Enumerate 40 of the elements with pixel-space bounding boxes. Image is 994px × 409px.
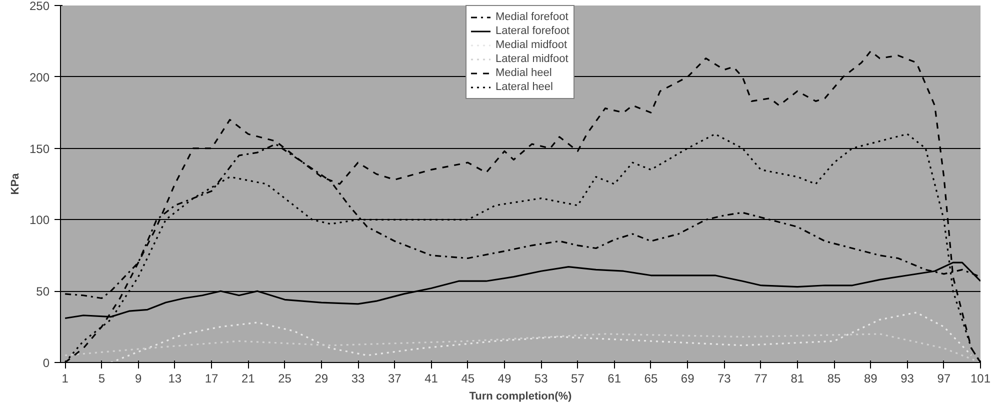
legend-label: Lateral midfoot (496, 52, 568, 66)
x-tick-label: 77 (754, 372, 768, 386)
y-tick-label: 100 (29, 213, 50, 228)
y-tick-label: 0 (42, 356, 50, 370)
y-tick-label: 250 (29, 0, 50, 13)
x-tick-label: 41 (424, 372, 438, 386)
x-tick-label: 37 (388, 372, 402, 386)
x-tick-label: 5 (98, 372, 106, 386)
x-tick-label: 101 (970, 372, 991, 386)
y-tick-label: 200 (29, 70, 50, 84)
y-tick-label: 50 (36, 284, 50, 299)
x-tick-label: 73 (718, 372, 732, 386)
x-tick-label: 29 (314, 372, 328, 386)
x-tick-label: 25 (278, 372, 292, 386)
x-tick-label: 61 (608, 372, 622, 386)
x-tick-label: 69 (680, 372, 695, 386)
x-tick-label: 17 (204, 372, 219, 386)
legend-label: Lateral heel (496, 80, 553, 94)
legend-label: Medial forefoot (496, 10, 568, 24)
x-tick-label: 85 (827, 372, 842, 386)
y-axis-title: KPa (9, 172, 22, 195)
legend-label: Medial heel (496, 66, 552, 80)
x-tick-label: 53 (534, 372, 548, 386)
y-tick-label: 150 (29, 142, 50, 156)
x-tick-label: 33 (351, 372, 366, 386)
x-tick-label: 21 (241, 372, 256, 386)
legend-label: Medial midfoot (496, 38, 568, 52)
x-tick-label: 9 (134, 372, 142, 386)
x-tick-label: 1 (62, 372, 69, 386)
x-tick-label: 49 (498, 372, 512, 386)
x-tick-label: 65 (644, 372, 658, 386)
x-axis-title: Turn completion(%) (469, 390, 572, 402)
x-tick-label: 89 (864, 372, 878, 386)
x-tick-label: 97 (937, 372, 951, 386)
x-tick-label: 45 (461, 372, 475, 386)
x-tick-label: 81 (790, 372, 804, 386)
legend-label: Lateral forefoot (496, 24, 570, 38)
x-tick-label: 13 (168, 372, 182, 386)
x-tick-label: 93 (900, 372, 914, 386)
x-tick-label: 57 (571, 372, 585, 386)
